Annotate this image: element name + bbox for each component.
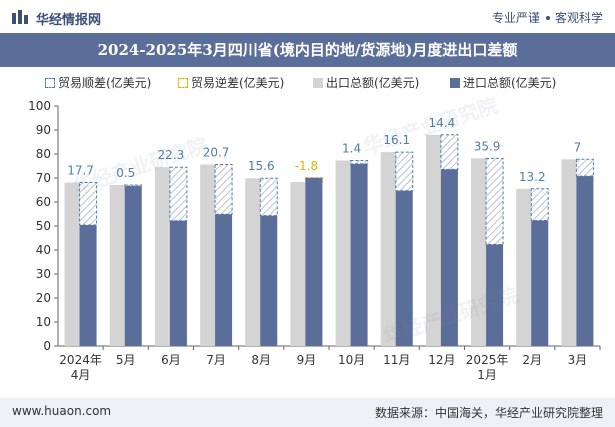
export-bar xyxy=(516,188,534,346)
logo-icon xyxy=(12,10,28,24)
x-tick-label: 4月 xyxy=(71,368,91,382)
balance-label: 17.7 xyxy=(67,164,94,178)
surplus-segment xyxy=(169,166,188,222)
x-tick-label: 2月 xyxy=(522,353,542,367)
balance-label: 22.3 xyxy=(158,148,185,162)
import-bar xyxy=(440,169,458,346)
import-bar xyxy=(576,176,594,346)
y-tick-label: 10 xyxy=(36,315,51,329)
import-bar xyxy=(79,225,97,346)
y-tick-label: 80 xyxy=(36,147,51,161)
footer: www.huaon.com 数据来源：中国海关，华经产业研究院整理 xyxy=(0,398,615,427)
legend-label-deficit: 贸易逆差(亿美元) xyxy=(191,76,285,90)
surplus-segment xyxy=(124,184,143,187)
surplus-segment xyxy=(530,188,549,221)
balance-label: 16.1 xyxy=(383,133,410,147)
dot-separator xyxy=(545,15,550,20)
x-tick-label: 7月 xyxy=(206,353,226,367)
import-bar xyxy=(305,177,323,346)
x-tick-label: 8月 xyxy=(251,353,271,367)
export-bar xyxy=(290,182,308,346)
balance-label: 1.4 xyxy=(342,141,361,155)
y-tick-label: 90 xyxy=(36,123,51,137)
surplus-segment xyxy=(575,158,594,177)
export-bar xyxy=(109,184,127,346)
x-tick-label: 12月 xyxy=(428,353,455,367)
y-tick-label: 70 xyxy=(36,171,51,185)
balance-label: 0.5 xyxy=(116,166,135,180)
y-tick-label: 0 xyxy=(43,339,51,353)
export-bar xyxy=(380,152,398,346)
balance-label: 7 xyxy=(574,140,582,154)
site-url: www.huaon.com xyxy=(12,404,112,418)
balance-label: 35.9 xyxy=(474,139,501,153)
surplus-segment xyxy=(440,134,459,170)
surplus-segment xyxy=(214,164,233,215)
export-bar xyxy=(561,159,579,346)
title-bar: 2024-2025年3月四川省(境内目的地/货源地)月度进出口差额 xyxy=(0,33,615,67)
x-tick-label: 5月 xyxy=(116,353,136,367)
balance-label: 14.4 xyxy=(429,116,456,130)
balance-label: 13.2 xyxy=(519,170,546,184)
legend-item-export: 出口总额(亿美元) xyxy=(313,74,419,91)
legend-swatch-deficit xyxy=(178,77,188,88)
balance-label: 20.7 xyxy=(203,146,230,160)
legend-item-deficit: 贸易逆差(亿美元) xyxy=(178,74,284,91)
tagline-left: 专业严谨 xyxy=(491,11,540,25)
legend: 贸易顺差(亿美元) 贸易逆差(亿美元) 出口总额(亿美元) 进口总额(亿美元) xyxy=(0,74,615,92)
x-tick-label: 9月 xyxy=(297,353,317,367)
x-tick-label: 3月 xyxy=(568,353,588,367)
import-bar xyxy=(215,214,233,346)
import-bar xyxy=(486,244,504,346)
y-tick-label: 20 xyxy=(36,291,51,305)
import-bar xyxy=(260,215,278,346)
y-tick-label: 30 xyxy=(36,267,51,281)
legend-label-export: 出口总额(亿美元) xyxy=(326,76,420,90)
import-bar xyxy=(124,186,142,346)
import-bar xyxy=(169,220,187,346)
surplus-segment xyxy=(485,157,504,245)
export-bar xyxy=(245,178,263,346)
export-bar xyxy=(200,164,218,346)
y-tick-label: 50 xyxy=(36,219,51,233)
export-bar xyxy=(425,134,443,346)
export-bar xyxy=(154,167,172,346)
top-bar: 华经情报网 专业严谨 客观科学 xyxy=(0,0,615,33)
legend-swatch-surplus xyxy=(45,77,55,88)
import-bar xyxy=(395,190,413,346)
export-bar xyxy=(471,158,489,346)
surplus-segment xyxy=(259,177,278,217)
legend-item-import: 进口总额(亿美元) xyxy=(450,74,556,91)
data-source: 数据来源：中国海关，华经产业研究院整理 xyxy=(374,406,603,420)
import-bar xyxy=(350,163,368,346)
x-tick-label: 11月 xyxy=(383,353,410,367)
x-tick-label: 6月 xyxy=(161,353,181,367)
legend-swatch-import xyxy=(450,77,460,88)
legend-label-import: 进口总额(亿美元) xyxy=(463,76,557,90)
x-tick-label: 2024年 xyxy=(59,353,102,367)
tagline: 专业严谨 客观科学 xyxy=(492,9,603,26)
legend-item-surplus: 贸易顺差(亿美元) xyxy=(45,74,151,91)
export-bar xyxy=(64,182,82,346)
import-bar xyxy=(531,220,549,346)
y-tick-label: 100 xyxy=(28,99,51,113)
chart-title: 2024-2025年3月四川省(境内目的地/货源地)月度进出口差额 xyxy=(97,41,518,59)
legend-swatch-export xyxy=(313,77,323,88)
balance-label: 15.6 xyxy=(248,159,275,173)
legend-label-surplus: 贸易顺差(亿美元) xyxy=(58,76,152,90)
x-tick-label: 2025年 xyxy=(466,353,509,367)
tagline-right: 客观科学 xyxy=(554,11,603,25)
x-tick-label: 10月 xyxy=(338,353,365,367)
balance-label: -1.8 xyxy=(295,159,318,173)
y-tick-label: 40 xyxy=(36,243,51,257)
surplus-segment xyxy=(350,159,369,165)
x-tick-label: 1月 xyxy=(477,368,497,382)
export-bar xyxy=(335,160,353,346)
brand-name: 华经情报网 xyxy=(36,13,102,28)
y-tick-label: 60 xyxy=(36,195,51,209)
surplus-segment xyxy=(395,151,414,192)
